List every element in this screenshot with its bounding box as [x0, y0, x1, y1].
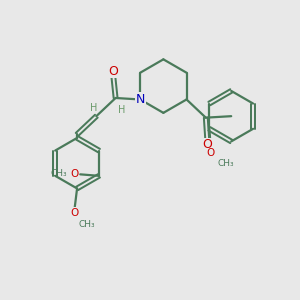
Text: O: O — [207, 148, 215, 158]
Text: CH₃: CH₃ — [50, 169, 67, 178]
Text: CH₃: CH₃ — [79, 220, 95, 229]
Text: O: O — [71, 169, 79, 179]
Text: H: H — [118, 106, 126, 116]
Text: H: H — [90, 103, 98, 113]
Text: O: O — [202, 138, 212, 152]
Text: N: N — [136, 93, 145, 106]
Text: CH₃: CH₃ — [218, 159, 234, 168]
Text: O: O — [108, 64, 118, 78]
Text: O: O — [70, 208, 79, 218]
